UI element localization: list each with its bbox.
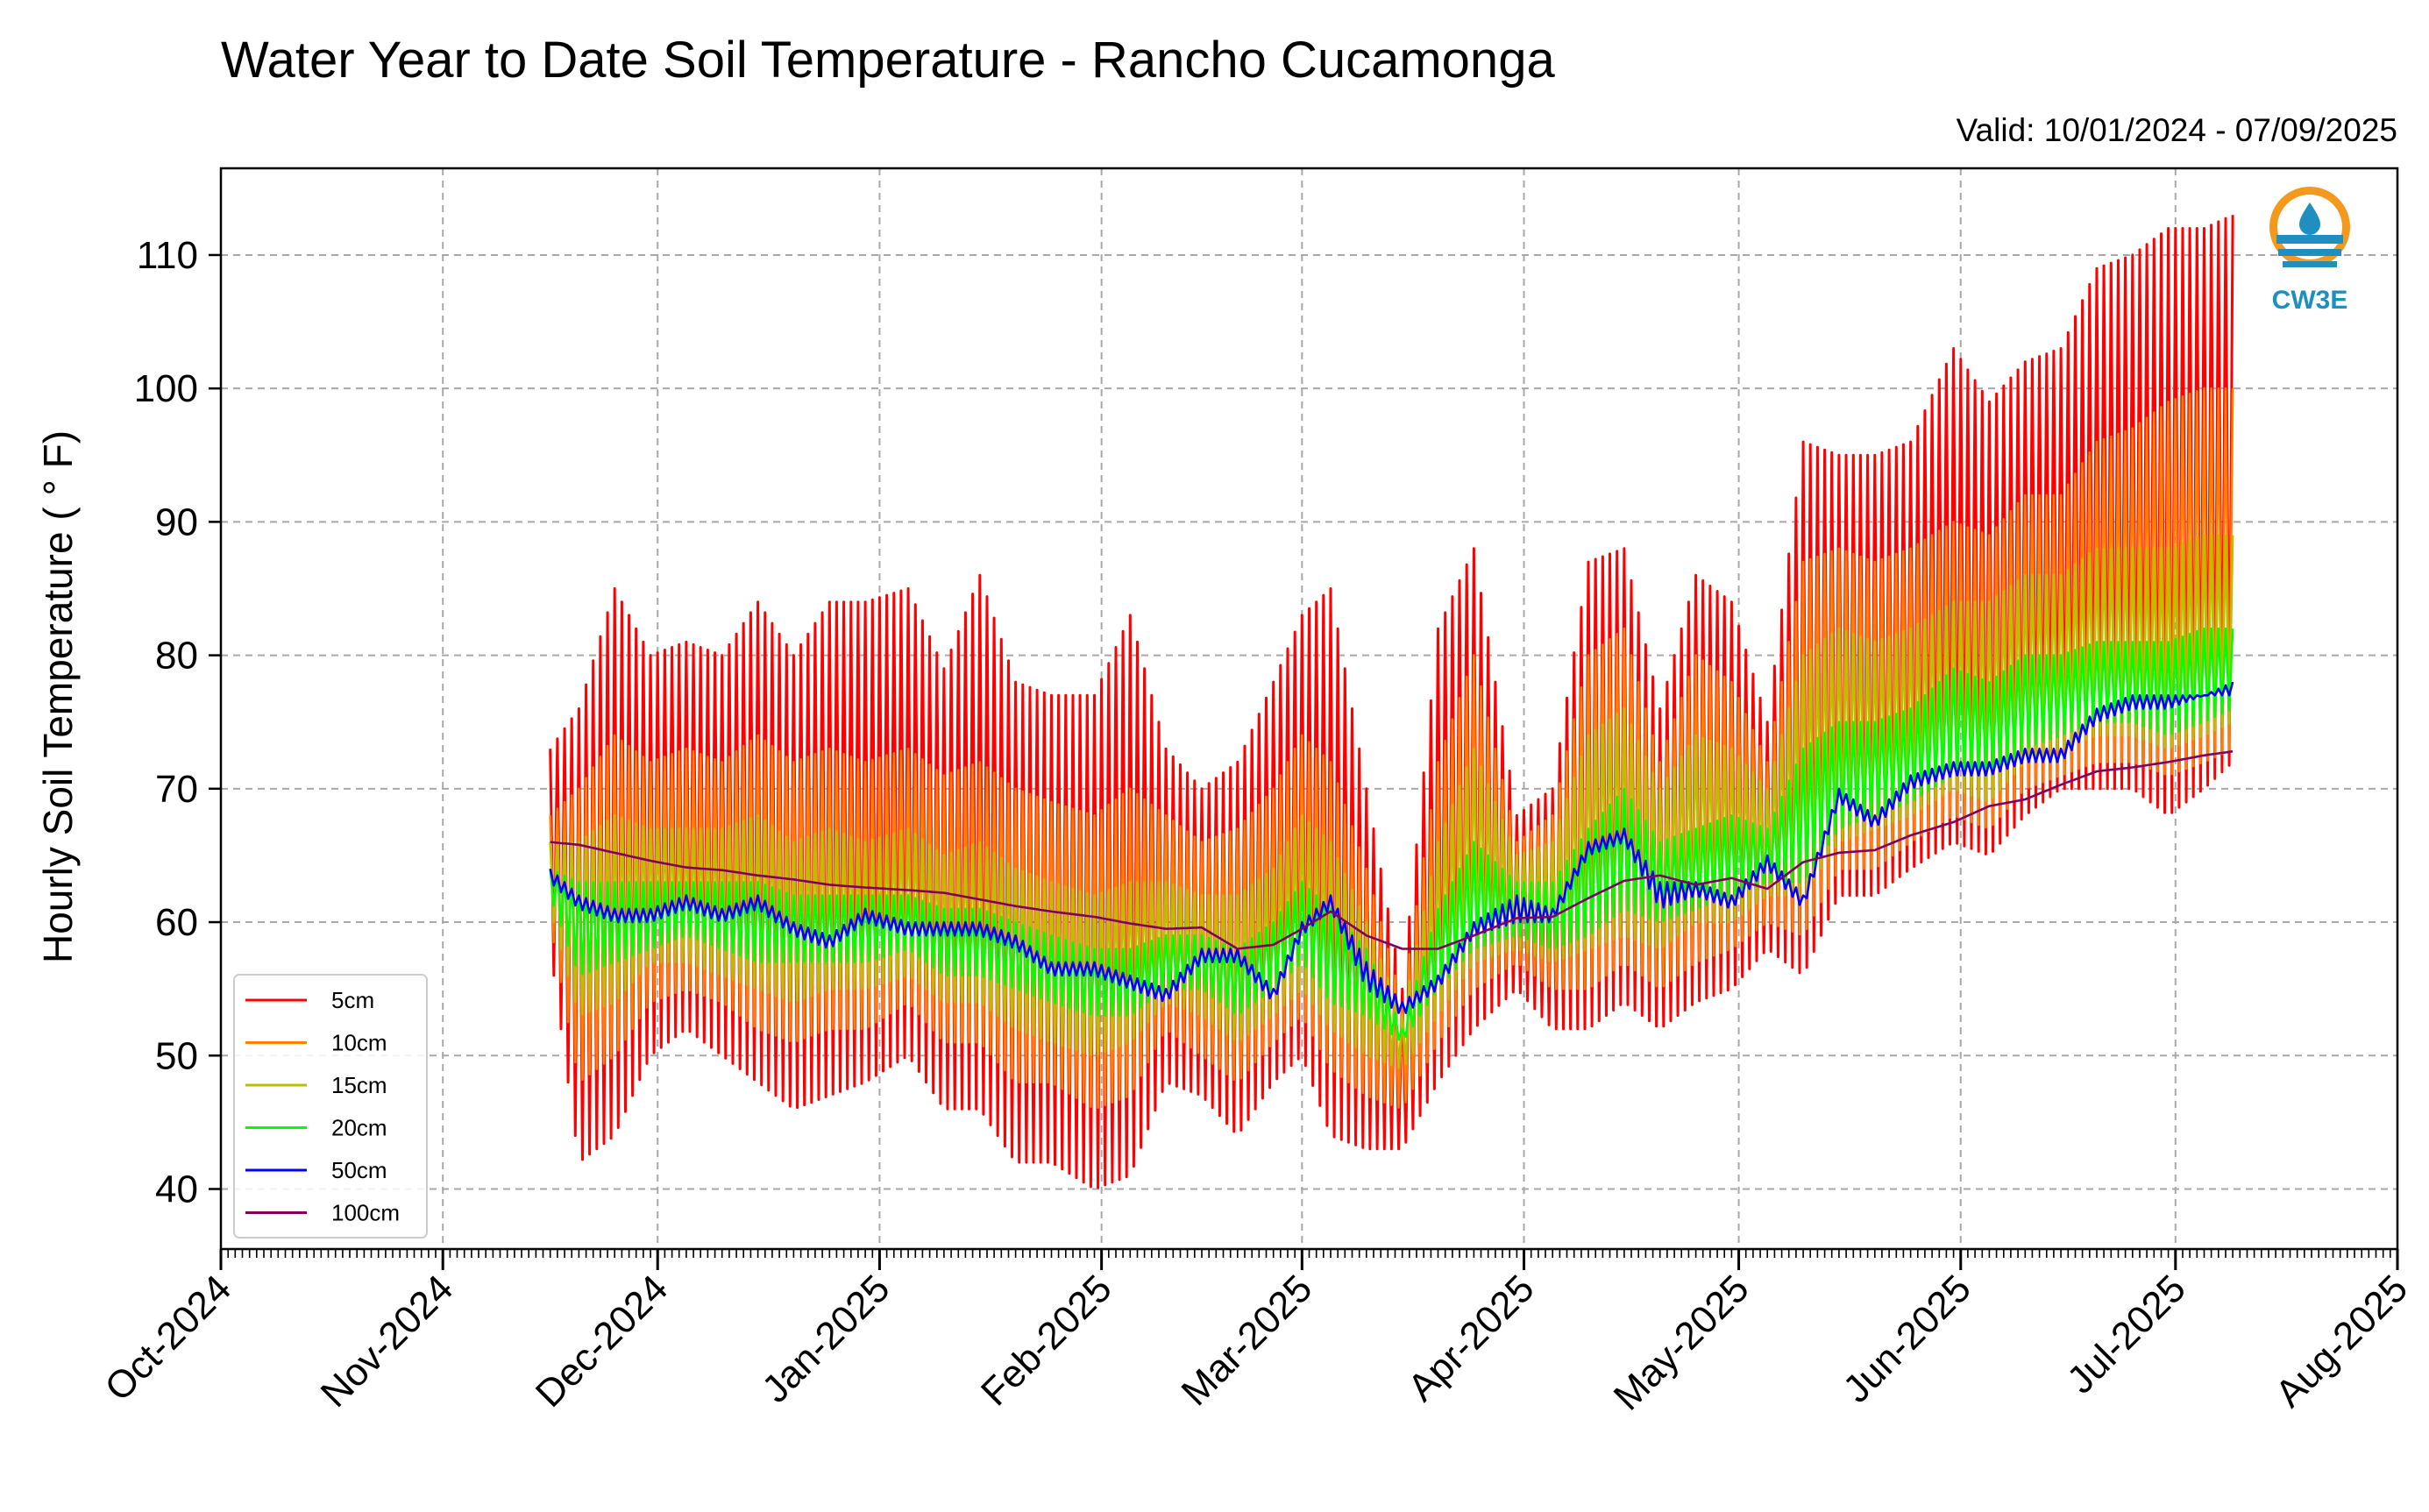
water-drop-icon (2299, 202, 2320, 235)
logo-waves (2276, 235, 2343, 267)
y-axis-label: Hourly Soil Temperature ( ° F) (35, 430, 81, 963)
series-line-20cm (549, 627, 2234, 1041)
x-minor-ticks (220, 1249, 2398, 1258)
x-tick-label: Feb-2025 (973, 1267, 1120, 1414)
y-tick-label: 40 (155, 1168, 198, 1211)
x-tick-label: Apr-2025 (1400, 1267, 1543, 1409)
legend: 5cm 10cm 15cm 20cm 50cm 100cm (233, 974, 428, 1239)
y-tick-label: 90 (155, 500, 198, 543)
legend-label-100cm: 100cm (331, 1200, 400, 1226)
x-tick-label: May-2025 (1606, 1267, 1758, 1418)
x-tick-label: Dec-2024 (528, 1267, 677, 1416)
chart-title: Water Year to Date Soil Temperature - Ra… (221, 32, 1555, 89)
x-tick-label: Aug-2025 (2267, 1267, 2416, 1416)
y-tick-labels: 40 50 60 70 80 90 100 110 (134, 234, 221, 1211)
x-tick-label: Nov-2024 (313, 1267, 462, 1416)
x-tick-label: Mar-2025 (1174, 1267, 1321, 1414)
series-lines (549, 215, 2234, 1189)
legend-label-5cm: 5cm (331, 987, 374, 1013)
y-tick-label: 80 (155, 635, 198, 678)
x-tick-label: Jul-2025 (2059, 1267, 2194, 1402)
x-tick-labels: Oct-2024 Nov-2024 Dec-2024 Jan-2025 Feb-2025… (96, 1249, 2416, 1418)
logo-text: CW3E (2272, 286, 2348, 315)
series-line-100cm (550, 749, 2234, 950)
series-line-15cm (549, 534, 2234, 1069)
x-tick-label: Jun-2025 (1835, 1267, 1978, 1410)
y-tick-label: 110 (137, 234, 198, 277)
legend-label-10cm: 10cm (331, 1030, 387, 1056)
legend-label-50cm: 50cm (331, 1157, 387, 1183)
x-tick-label: Jan-2025 (754, 1267, 898, 1410)
y-tick-label: 60 (155, 901, 198, 944)
y-tick-label: 50 (155, 1034, 198, 1077)
legend-label-15cm: 15cm (331, 1072, 387, 1098)
series-line-50cm (549, 681, 2234, 1014)
legend-label-20cm: 20cm (331, 1115, 387, 1141)
x-tick-label: Oct-2024 (96, 1267, 239, 1409)
legend-box (233, 974, 428, 1239)
y-tick-label: 70 (155, 768, 198, 811)
y-tick-label: 100 (134, 367, 198, 410)
valid-date-range: Valid: 10/01/2024 - 07/09/2025 (1957, 112, 2397, 148)
cw3e-logo: CW3E (2269, 187, 2350, 315)
